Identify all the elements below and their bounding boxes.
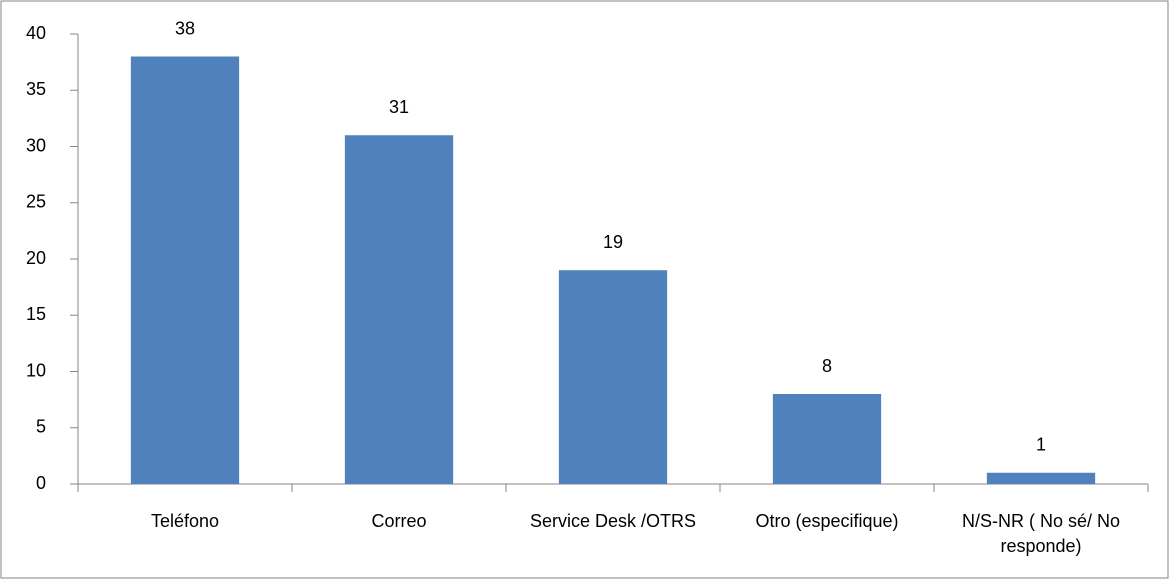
data-label: 1 [1036, 435, 1046, 455]
y-tick-label: 25 [26, 192, 46, 212]
y-tick-label: 10 [26, 360, 46, 380]
bar [772, 394, 882, 484]
bar [130, 56, 240, 484]
y-tick-label: 15 [26, 304, 46, 324]
y-tick-label: 0 [36, 473, 46, 493]
bar [558, 270, 668, 484]
data-label: 31 [389, 97, 409, 117]
data-label: 19 [603, 232, 623, 252]
data-label: 8 [822, 356, 832, 376]
y-tick-label: 20 [26, 248, 46, 268]
x-tick-label: Teléfono [150, 511, 220, 531]
y-tick-label: 5 [36, 417, 46, 437]
y-tick-label: 35 [26, 79, 46, 99]
x-tick-label: Service Desk /OTRS [529, 511, 697, 531]
x-tick-label: N/S-NR ( No sé/ No responde) [961, 511, 1121, 556]
data-label: 38 [175, 18, 195, 38]
y-tick-label: 30 [26, 135, 46, 155]
bar [986, 472, 1096, 484]
y-tick-label: 40 [26, 23, 46, 43]
bar [344, 135, 454, 484]
x-tick-label: Otro (especifique) [755, 511, 899, 531]
x-tick-label: Correo [371, 511, 427, 531]
